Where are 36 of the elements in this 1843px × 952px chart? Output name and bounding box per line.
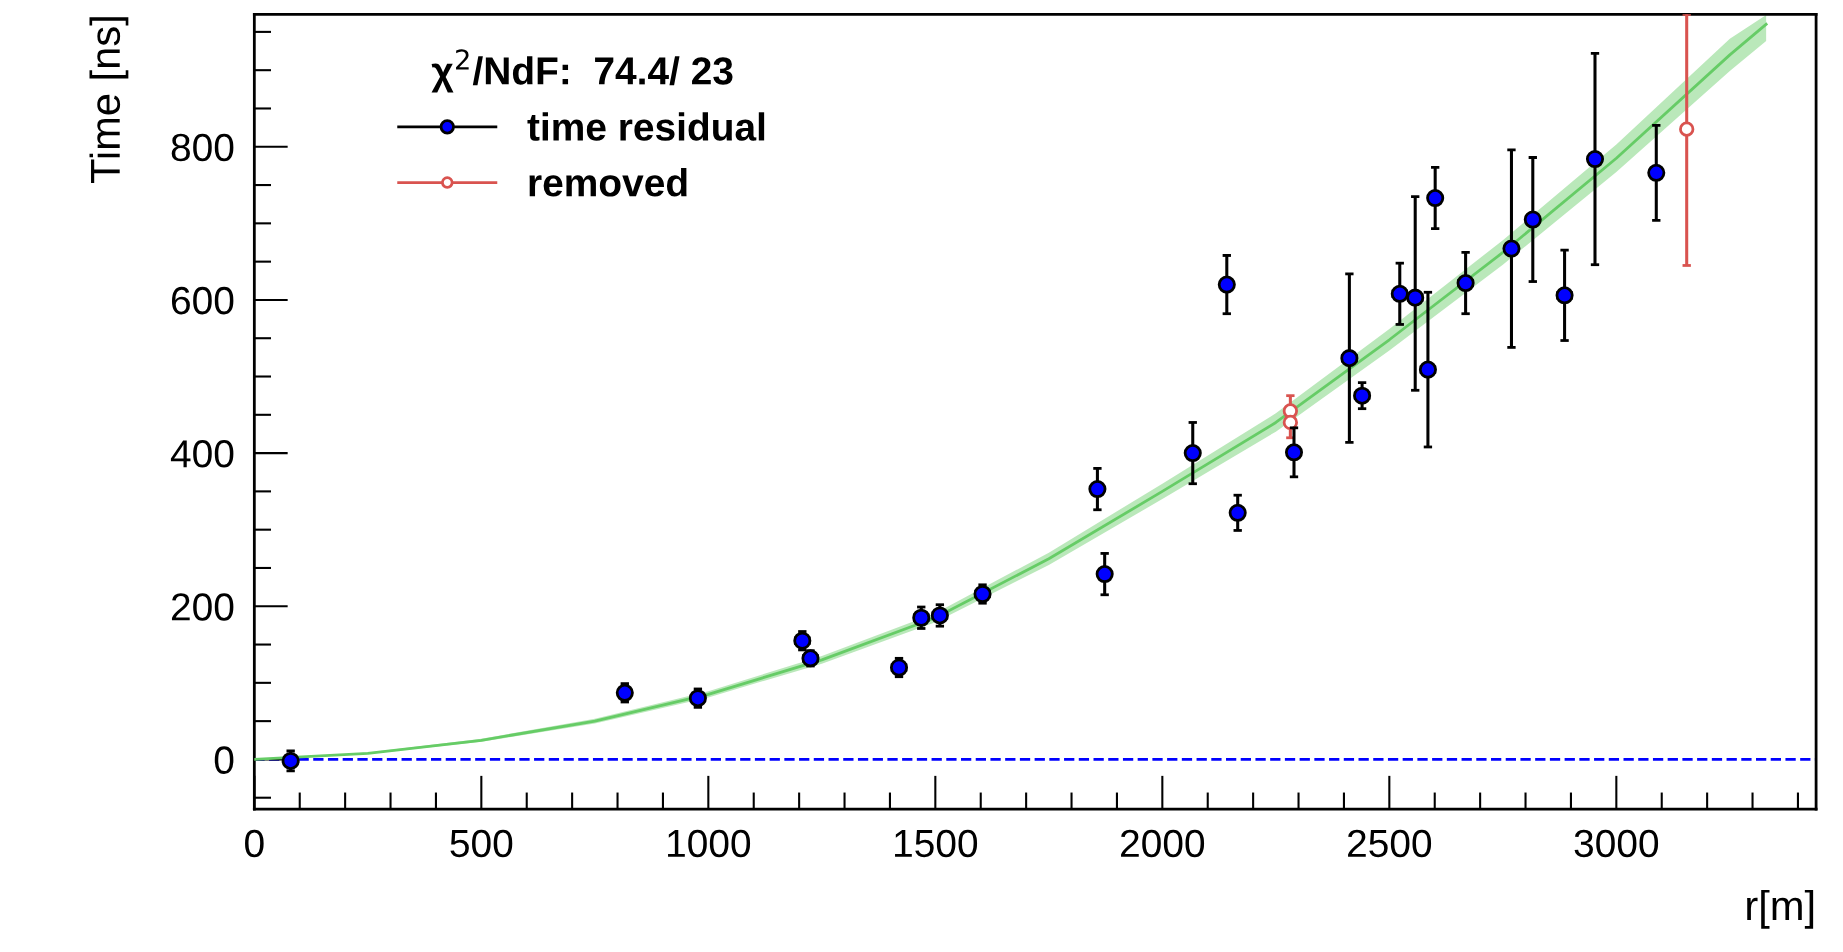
point	[1228, 503, 1247, 522]
x-tick-label: 3000	[1574, 829, 1659, 858]
legend-label: time residual	[527, 112, 765, 141]
legend-label: removed	[529, 167, 687, 197]
point	[1502, 239, 1521, 258]
point	[930, 606, 949, 625]
y-tick-label: 0	[214, 746, 234, 774]
x-tick-label: 2500	[1348, 829, 1432, 858]
point	[1523, 210, 1542, 229]
point	[1282, 403, 1298, 419]
x-tick-label: 1000	[668, 829, 751, 858]
x-tick-label: 500	[450, 829, 513, 858]
point	[615, 683, 634, 702]
point	[1555, 286, 1574, 305]
point	[1585, 149, 1605, 169]
y-tick-label: 200	[171, 593, 234, 621]
y-tick-label: 400	[170, 440, 234, 468]
point	[1088, 480, 1107, 499]
point	[1418, 360, 1437, 379]
x-tick-label: 1500	[895, 829, 978, 858]
point	[1426, 189, 1445, 208]
point	[1217, 275, 1236, 294]
legend-title: χ$^{2}$/NdF: 74.4/ 23	[431, 49, 733, 93]
y-tick-label: 600	[171, 286, 234, 315]
x-tick-label: 0	[245, 829, 264, 858]
point	[793, 631, 812, 650]
point	[688, 689, 707, 708]
point	[1095, 565, 1114, 584]
x-axis-title: r[m]	[1747, 889, 1814, 929]
point	[1647, 163, 1666, 182]
point	[281, 751, 300, 770]
x-tick-label: 2000	[1121, 829, 1205, 858]
y-tick-label: 800	[171, 133, 234, 162]
point	[1183, 444, 1202, 463]
y-axis-title: Time [ns]	[89, 17, 129, 184]
point	[1284, 443, 1304, 462]
